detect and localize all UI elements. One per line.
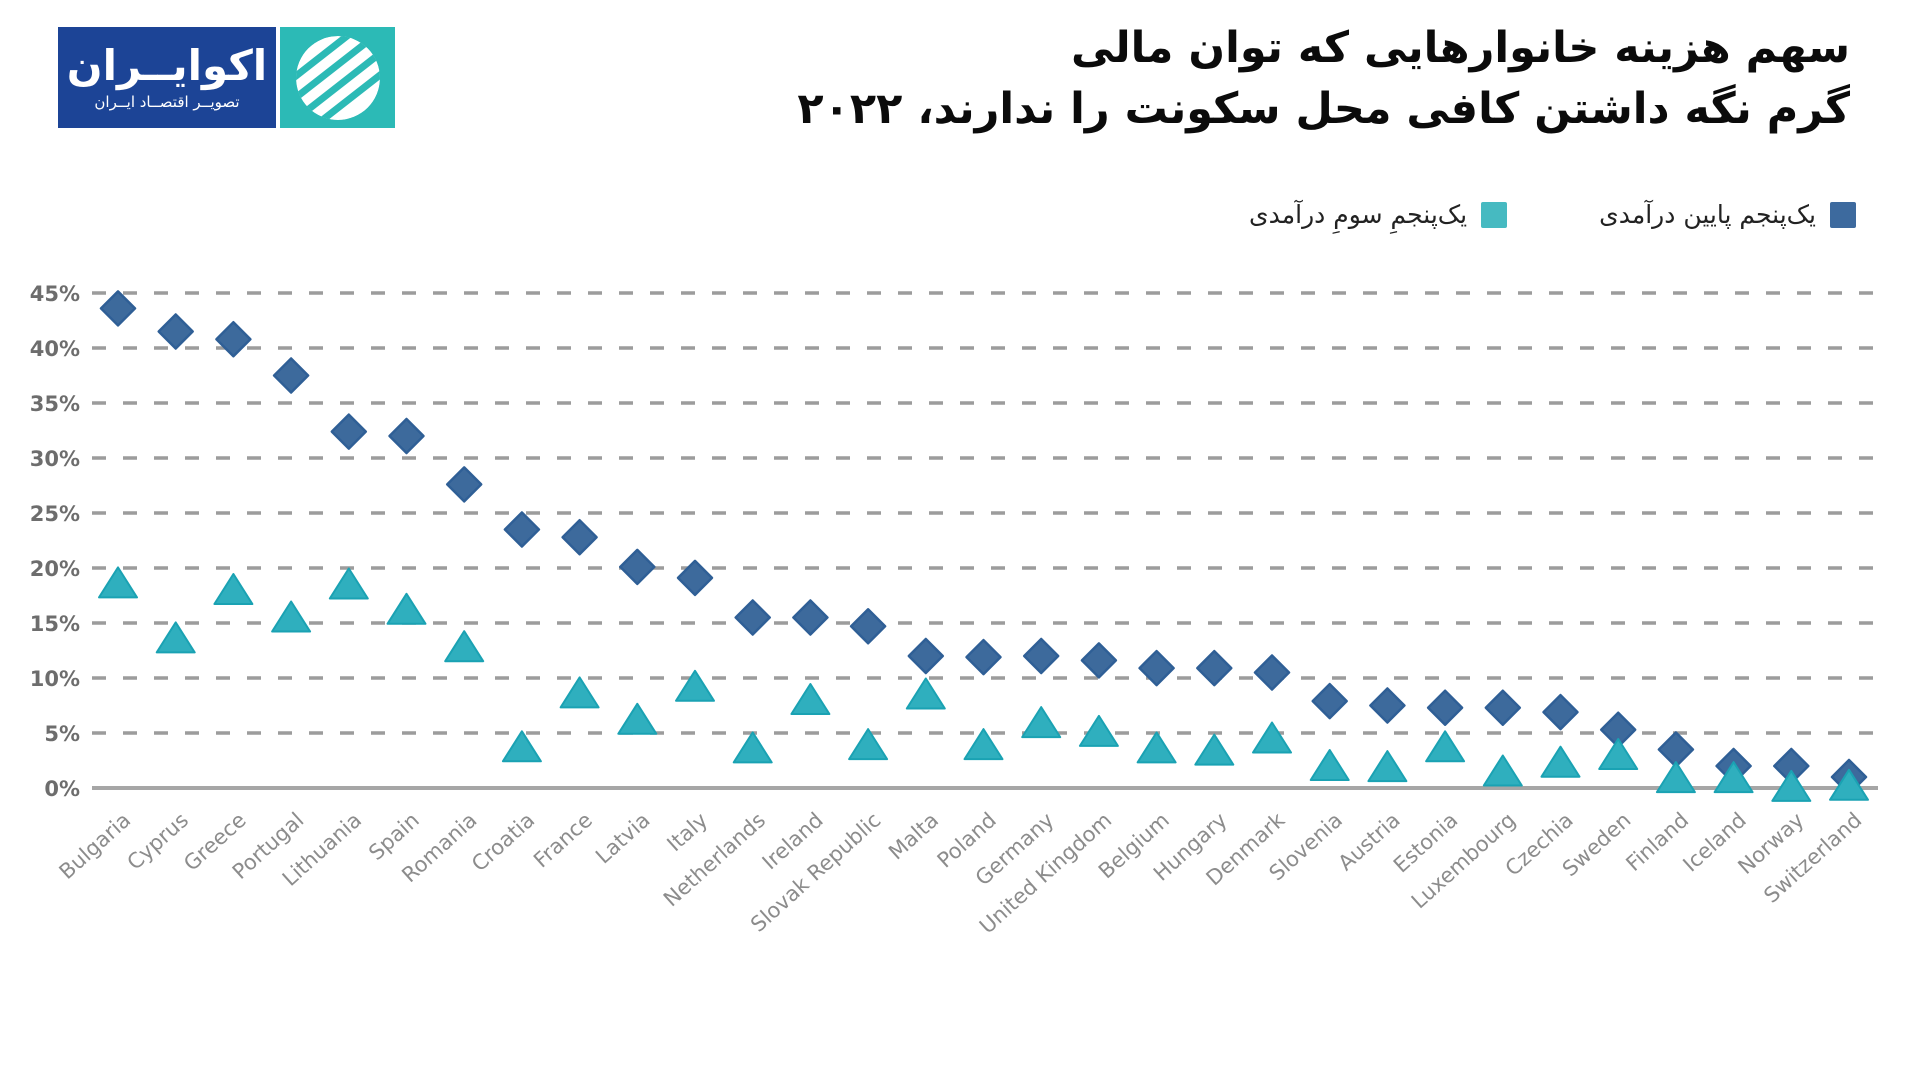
marker-triangle: [790, 683, 831, 715]
x-tick-label: France: [529, 808, 597, 873]
y-tick-label: 15%: [30, 612, 80, 636]
y-tick-label: 45%: [30, 282, 80, 306]
marker-triangle: [1136, 731, 1177, 764]
y-tick-label: 20%: [30, 557, 80, 581]
brand-logo-text-block: اکوایــران تصویــر اقتصــاد ایــران: [58, 27, 280, 128]
x-tick-label: Italy: [662, 808, 712, 856]
marker-triangle: [155, 621, 196, 654]
marker-diamond: [1080, 642, 1118, 679]
marker-triangle: [386, 592, 427, 625]
marker-triangle: [1194, 733, 1235, 766]
marker-triangle: [559, 676, 600, 709]
x-tick-label: Croatia: [467, 808, 539, 876]
marker-triangle: [1829, 768, 1869, 801]
legend-swatch-teal: [1481, 201, 1508, 228]
brand-name: اکوایــران: [66, 41, 268, 91]
marker-diamond: [99, 290, 137, 327]
y-tick-label: 30%: [30, 447, 80, 471]
marker-diamond: [330, 413, 368, 450]
marker-triangle: [617, 702, 658, 735]
marker-diamond: [157, 313, 194, 350]
marker-diamond: [272, 357, 310, 394]
marker-triangle: [905, 677, 946, 710]
marker-diamond: [1369, 687, 1406, 724]
marker-diamond: [1311, 682, 1348, 720]
legend: یک‌پنجمِ سومِ درآمدی یک‌پنجم پایین درآمد…: [1249, 200, 1856, 229]
marker-diamond: [676, 559, 714, 597]
marker-diamond: [1253, 654, 1291, 691]
marker-diamond: [965, 638, 1002, 676]
marker-triangle: [1021, 706, 1062, 739]
marker-triangle: [501, 730, 542, 763]
marker-triangle: [328, 567, 369, 600]
marker-triangle: [1425, 730, 1466, 763]
series-bottom-quintile: [99, 290, 1868, 796]
y-tick-label: 0%: [44, 777, 80, 801]
marker-triangle: [444, 630, 485, 663]
gridlines: [92, 291, 1878, 790]
brand-emblem: [280, 27, 395, 128]
marker-triangle: [1309, 749, 1350, 781]
marker-triangle: [98, 566, 138, 599]
x-axis-labels: BulgariaCyprusGreecePortugalLithuaniaSpa…: [55, 807, 1867, 938]
marker-diamond: [215, 320, 252, 358]
brand-logo: اکوایــران تصویــر اقتصــاد ایــران: [58, 27, 395, 128]
marker-diamond: [561, 518, 598, 556]
marker-diamond: [1542, 693, 1579, 731]
marker-triangle: [675, 669, 715, 702]
globe-wing-icon: [295, 35, 380, 120]
y-tick-label: 40%: [30, 337, 80, 361]
marker-triangle: [213, 573, 254, 605]
y-tick-label: 25%: [30, 502, 80, 526]
marker-diamond: [503, 511, 541, 548]
x-tick-label: Finland: [1621, 808, 1693, 876]
marker-diamond: [734, 599, 771, 636]
y-axis-labels: 0% 5% 10% 15% 20% 25% 30% 35% 40% 45%: [30, 282, 80, 801]
marker-triangle: [1482, 754, 1523, 787]
legend-label-third-quintile: یک‌پنجمِ سومِ درآمدی: [1249, 200, 1468, 229]
marker-triangle: [848, 728, 889, 761]
marker-triangle: [732, 731, 773, 764]
x-tick-label: Cyprus: [123, 808, 194, 875]
x-tick-label: Netherlands: [659, 808, 770, 911]
legend-item-bottom-quintile: یک‌پنجم پایین درآمدی: [1599, 200, 1856, 229]
legend-label-bottom-quintile: یک‌پنجم پایین درآمدی: [1599, 200, 1816, 229]
page-title-line1: سهم هزینه خانوارهایی که توان مالی: [1071, 23, 1850, 73]
x-tick-label: Bulgaria: [55, 808, 136, 884]
marker-triangle: [1252, 721, 1292, 754]
marker-diamond: [792, 599, 829, 636]
marker-diamond: [907, 637, 945, 675]
y-tick-label: 5%: [44, 722, 80, 746]
x-tick-label: Latvia: [591, 808, 655, 869]
series-third-quintile: [98, 566, 1869, 802]
page-title-line2: گرم نگه داشتن کافی محل سکونت را ندارند، …: [797, 84, 1850, 135]
marker-diamond: [1484, 689, 1522, 726]
marker-triangle: [1367, 750, 1408, 783]
marker-triangle: [1598, 738, 1639, 770]
marker-triangle: [963, 728, 1004, 761]
marker-triangle: [1713, 761, 1754, 794]
marker-diamond: [388, 417, 425, 455]
y-tick-label: 10%: [30, 667, 80, 691]
marker-diamond: [445, 466, 483, 503]
brand-tagline: تصویــر اقتصــاد ایــران: [94, 92, 240, 111]
marker-diamond: [1196, 649, 1233, 687]
marker-diamond: [619, 548, 656, 586]
marker-diamond: [1138, 649, 1175, 687]
y-tick-label: 35%: [30, 392, 80, 416]
marker-diamond: [1426, 689, 1464, 726]
page-title: سهم هزینه خانوارهایی که توان مالی گرم نگ…: [797, 18, 1850, 140]
marker-triangle: [1655, 761, 1696, 794]
marker-triangle: [1540, 745, 1581, 778]
legend-swatch-blue: [1830, 201, 1856, 228]
marker-triangle: [1078, 714, 1119, 747]
legend-item-third-quintile: یک‌پنجمِ سومِ درآمدی: [1249, 200, 1508, 229]
marker-diamond: [849, 608, 887, 645]
marker-triangle: [1771, 769, 1812, 802]
marker-triangle: [271, 600, 312, 633]
marker-diamond: [1022, 637, 1060, 675]
